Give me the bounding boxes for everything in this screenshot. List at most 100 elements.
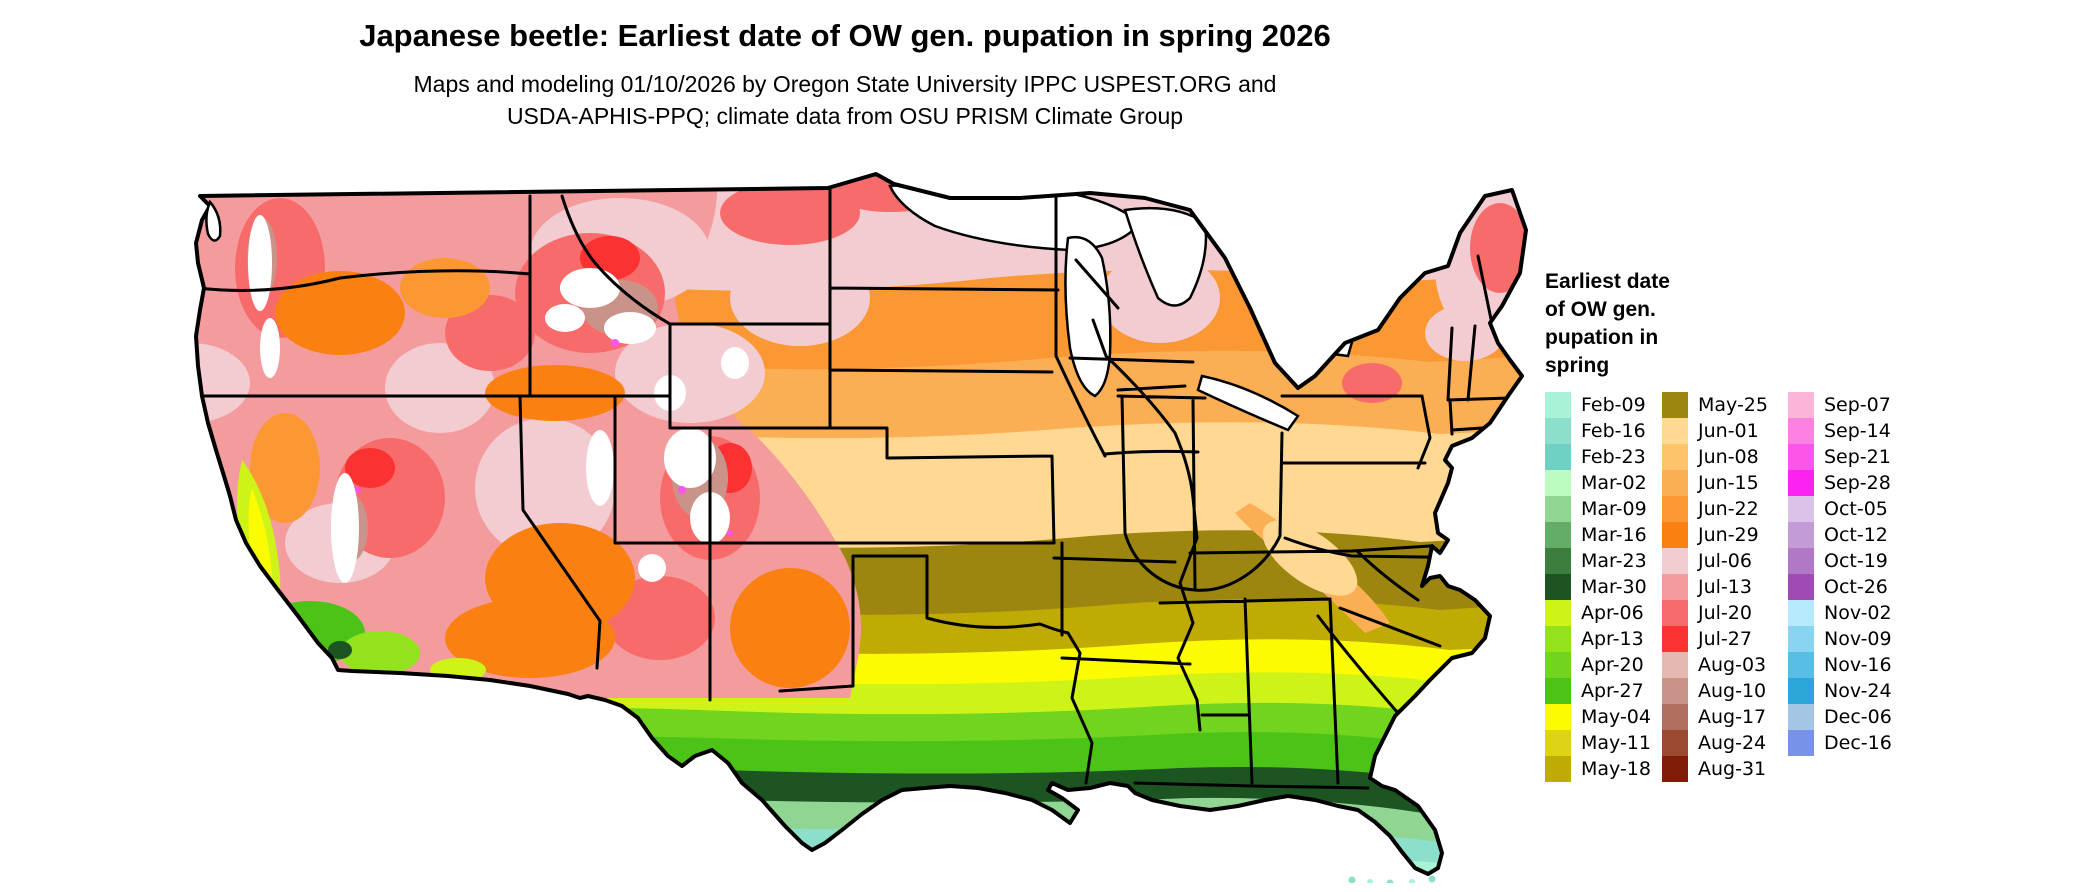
legend-label: Mar-16 xyxy=(1581,524,1647,546)
legend-swatch xyxy=(1662,444,1688,470)
legend-item: Feb-09 xyxy=(1545,392,1651,418)
legend-item: Apr-27 xyxy=(1545,678,1651,704)
legend-item: May-25 xyxy=(1662,392,1768,418)
legend-item: Apr-13 xyxy=(1545,626,1651,652)
us-choropleth-map xyxy=(190,138,1530,887)
legend-label: Aug-17 xyxy=(1698,706,1767,728)
legend-item: Mar-16 xyxy=(1545,522,1651,548)
legend-swatch xyxy=(1662,626,1688,652)
legend-item: Dec-16 xyxy=(1788,730,1892,756)
legend-label: Jul-27 xyxy=(1698,628,1752,650)
legend-item: May-04 xyxy=(1545,704,1651,730)
legend-swatch xyxy=(1788,574,1814,600)
legend-item: Jun-29 xyxy=(1662,522,1768,548)
legend-swatch xyxy=(1545,652,1571,678)
legend: Earliest date of OW gen. pupation in spr… xyxy=(1545,268,1965,782)
legend-item: Jul-06 xyxy=(1662,548,1768,574)
legend-label: Sep-14 xyxy=(1824,420,1891,442)
legend-item: Oct-19 xyxy=(1788,548,1892,574)
legend-label: May-04 xyxy=(1581,706,1651,728)
legend-swatch xyxy=(1788,470,1814,496)
legend-label: Jun-15 xyxy=(1698,472,1759,494)
legend-swatch xyxy=(1545,548,1571,574)
legend-label: May-11 xyxy=(1581,732,1651,754)
legend-label: Jul-06 xyxy=(1698,550,1752,572)
legend-title-line: pupation in xyxy=(1545,326,1659,349)
legend-label: Dec-16 xyxy=(1824,732,1892,754)
legend-item: Aug-10 xyxy=(1662,678,1768,704)
state-borders xyxy=(196,188,1514,790)
legend-item: Nov-09 xyxy=(1788,626,1892,652)
map-svg xyxy=(194,172,1528,887)
legend-swatch xyxy=(1545,600,1571,626)
legend-swatch xyxy=(1788,496,1814,522)
florida-keys xyxy=(1348,875,1436,887)
legend-label: Oct-26 xyxy=(1824,576,1888,598)
legend-item: Mar-02 xyxy=(1545,470,1651,496)
legend-label: Feb-09 xyxy=(1581,394,1646,416)
legend-title: Earliest date of OW gen. pupation in spr… xyxy=(1545,268,1965,380)
legend-item: Nov-24 xyxy=(1788,678,1892,704)
legend-label: Jun-22 xyxy=(1698,498,1759,520)
legend-item: Sep-14 xyxy=(1788,418,1892,444)
legend-swatch xyxy=(1662,496,1688,522)
legend-item: May-11 xyxy=(1545,730,1651,756)
legend-item: Jun-08 xyxy=(1662,444,1768,470)
legend-swatch xyxy=(1662,470,1688,496)
legend-label: Sep-28 xyxy=(1824,472,1891,494)
legend-swatch xyxy=(1662,600,1688,626)
legend-swatch xyxy=(1662,548,1688,574)
band-mar30 xyxy=(196,766,1526,874)
legend-label: Apr-06 xyxy=(1581,602,1644,624)
mountain-white-peaks xyxy=(248,215,749,583)
legend-swatch xyxy=(1788,704,1814,730)
page-title: Japanese beetle: Earliest date of OW gen… xyxy=(359,18,1331,53)
legend-swatch xyxy=(1788,730,1814,756)
legend-label: Aug-10 xyxy=(1698,680,1767,702)
legend-label: Aug-24 xyxy=(1698,732,1767,754)
legend-item: Jul-20 xyxy=(1662,600,1768,626)
legend-swatch xyxy=(1788,600,1814,626)
legend-label: Feb-16 xyxy=(1581,420,1646,442)
legend-item: Feb-23 xyxy=(1545,444,1651,470)
legend-label: Sep-07 xyxy=(1824,394,1891,416)
legend-swatch xyxy=(1788,548,1814,574)
legend-label: Mar-23 xyxy=(1581,550,1647,572)
legend-label: Apr-13 xyxy=(1581,628,1644,650)
header: Japanese beetle: Earliest date of OW gen… xyxy=(0,18,1690,132)
legend-swatch xyxy=(1788,522,1814,548)
legend-swatch xyxy=(1662,418,1688,444)
legend-label: Dec-06 xyxy=(1824,706,1892,728)
west-orange-basins xyxy=(250,258,850,688)
legend-item: Jun-15 xyxy=(1662,470,1768,496)
puget-sound xyxy=(205,199,222,242)
legend-item: Jun-22 xyxy=(1662,496,1768,522)
legend-swatch xyxy=(1545,522,1571,548)
legend-item: Aug-17 xyxy=(1662,704,1768,730)
subtitle-line-2: USDA-APHIS-PPQ; climate data from OSU PR… xyxy=(506,103,1184,129)
legend-swatch xyxy=(1662,756,1688,782)
legend-swatch xyxy=(1545,496,1571,522)
legend-swatch xyxy=(1788,652,1814,678)
legend-item: Mar-30 xyxy=(1545,574,1651,600)
legend-swatch xyxy=(1662,730,1688,756)
legend-swatch xyxy=(1662,704,1688,730)
legend-item: Oct-12 xyxy=(1788,522,1892,548)
legend-label: Jul-20 xyxy=(1698,602,1752,624)
legend-label: Feb-23 xyxy=(1581,446,1646,468)
legend-label: May-18 xyxy=(1581,758,1651,780)
legend-item: Oct-26 xyxy=(1788,574,1892,600)
legend-swatch xyxy=(1545,756,1571,782)
legend-swatch xyxy=(1545,574,1571,600)
legend-item: Mar-23 xyxy=(1545,548,1651,574)
legend-item: Aug-24 xyxy=(1662,730,1768,756)
legend-label: Sep-21 xyxy=(1824,446,1891,468)
legend-item: Sep-28 xyxy=(1788,470,1892,496)
page-subtitle: Maps and modeling 01/10/2026 by Oregon S… xyxy=(0,68,1690,132)
legend-title-line: Earliest date xyxy=(1545,270,1670,293)
legend-item: Sep-07 xyxy=(1788,392,1892,418)
legend-label: Aug-31 xyxy=(1698,758,1767,780)
legend-item: Apr-20 xyxy=(1545,652,1651,678)
legend-item: Jun-01 xyxy=(1662,418,1768,444)
legend-swatch xyxy=(1788,418,1814,444)
